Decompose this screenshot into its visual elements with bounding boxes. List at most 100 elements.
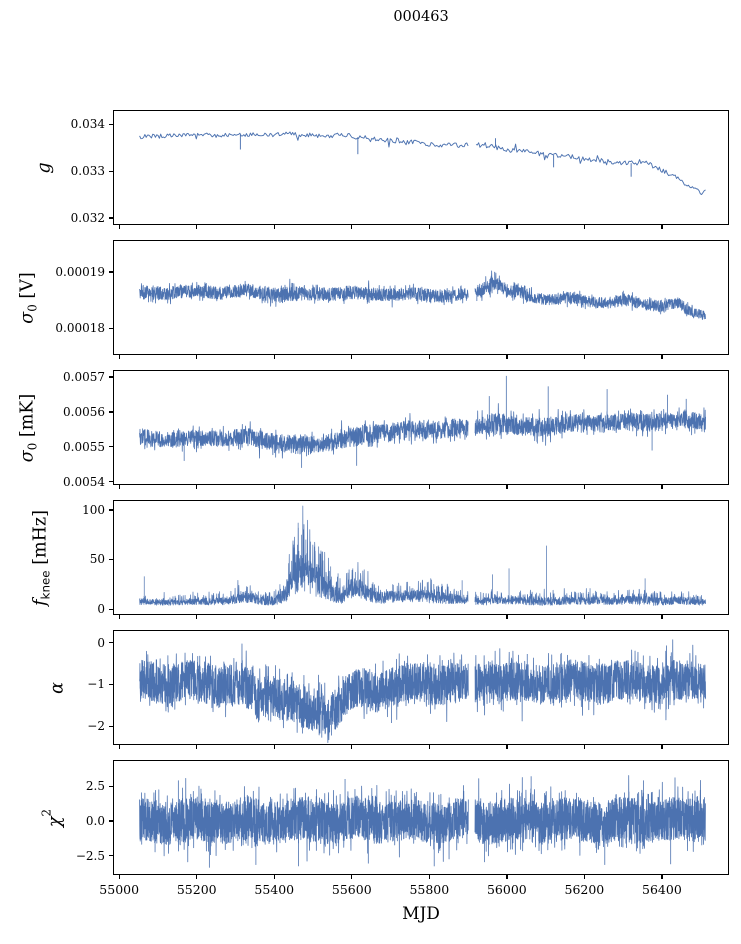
x-tick-mark bbox=[273, 875, 275, 879]
x-tick-mark bbox=[661, 745, 663, 749]
y-tick-mark bbox=[109, 170, 113, 172]
x-tick-mark bbox=[661, 485, 663, 489]
y-tick-mark bbox=[109, 820, 113, 822]
x-tick-mark bbox=[428, 355, 431, 359]
x-tick-mark bbox=[196, 745, 198, 749]
x-tick-mark bbox=[273, 745, 275, 749]
y-tick-mark bbox=[109, 608, 113, 610]
x-tick-mark bbox=[273, 485, 275, 489]
x-tick-mark bbox=[196, 355, 198, 359]
x-tick-label: 56400 bbox=[642, 882, 682, 897]
x-tick-mark bbox=[196, 875, 198, 879]
x-tick-mark bbox=[583, 875, 586, 879]
y-tick-label: 0.0056 bbox=[63, 404, 105, 419]
x-tick-mark bbox=[583, 745, 586, 749]
x-tick-mark bbox=[583, 225, 586, 229]
y-tick-label: 0.034 bbox=[70, 117, 105, 132]
y-tick-label: −2.5 bbox=[75, 848, 105, 863]
x-tick-mark bbox=[118, 225, 120, 229]
x-tick-mark bbox=[506, 875, 508, 879]
y-tick-label: −2 bbox=[87, 719, 105, 734]
subplot-chi2 bbox=[113, 760, 730, 876]
x-tick-label: 55200 bbox=[176, 882, 217, 897]
x-tick-mark bbox=[196, 615, 198, 619]
x-tick-mark bbox=[118, 875, 120, 879]
y-tick-mark bbox=[109, 785, 113, 787]
x-tick-mark bbox=[428, 615, 431, 619]
x-tick-mark bbox=[273, 615, 275, 619]
y-tick-label: 50 bbox=[89, 552, 105, 567]
y-tick-label: 0.0055 bbox=[63, 439, 105, 454]
x-tick-label: 55000 bbox=[99, 882, 140, 897]
plot-area-sigma0_mk bbox=[114, 371, 730, 486]
y-axis-label-chi2: χ2 bbox=[34, 760, 65, 875]
y-tick-label: 0.00019 bbox=[55, 264, 105, 279]
x-tick-mark bbox=[351, 485, 353, 489]
y-tick-label: −1 bbox=[87, 677, 105, 692]
x-tick-mark bbox=[506, 745, 508, 749]
y-axis-label-segment: g bbox=[34, 161, 54, 174]
x-tick-mark bbox=[118, 615, 120, 619]
y-tick-label: 0 bbox=[97, 602, 105, 617]
subplot-g bbox=[113, 110, 730, 226]
y-tick-label: 0.0 bbox=[85, 813, 105, 828]
y-tick-mark bbox=[109, 725, 113, 727]
y-tick-mark bbox=[109, 558, 113, 561]
x-tick-mark bbox=[351, 225, 353, 229]
y-axis-label-segment: σ bbox=[17, 311, 37, 324]
x-tick-label: 56200 bbox=[564, 882, 605, 897]
x-tick-label: 56000 bbox=[486, 882, 527, 897]
y-axis-label-segment: [mK] bbox=[17, 393, 37, 443]
x-tick-mark bbox=[351, 615, 353, 619]
y-tick-label: 0.0054 bbox=[63, 474, 105, 489]
y-axis-label-sigma0_v: σ0 [V] bbox=[15, 240, 39, 355]
y-axis-label-segment: [V] bbox=[17, 271, 37, 304]
subplot-sigma0_mk bbox=[113, 370, 730, 486]
y-tick-label: 2.5 bbox=[85, 779, 105, 794]
x-tick-mark bbox=[661, 615, 663, 619]
x-tick-mark bbox=[506, 225, 508, 229]
x-tick-mark bbox=[273, 225, 275, 229]
y-tick-mark bbox=[109, 446, 113, 448]
x-tick-mark bbox=[118, 485, 120, 489]
y-tick-label: 0.032 bbox=[70, 210, 105, 225]
plot-area-g bbox=[114, 111, 730, 226]
y-tick-label: 0.00018 bbox=[55, 321, 105, 336]
plot-area-sigma0_v bbox=[114, 241, 730, 356]
x-tick-mark bbox=[118, 355, 120, 359]
y-tick-label: 0 bbox=[97, 635, 105, 650]
y-axis-label-f_knee: fknee [mHz] bbox=[28, 500, 52, 615]
y-axis-label-sigma0_mk: σ0 [mK] bbox=[15, 370, 39, 485]
y-tick-mark bbox=[109, 271, 113, 273]
x-tick-mark bbox=[428, 225, 431, 229]
x-tick-mark bbox=[428, 485, 431, 489]
x-tick-mark bbox=[661, 355, 663, 359]
y-tick-mark bbox=[109, 217, 113, 219]
x-tick-mark bbox=[506, 615, 508, 619]
y-tick-mark bbox=[109, 327, 113, 329]
x-tick-mark bbox=[428, 875, 431, 879]
y-axis-label-segment: 0 bbox=[24, 442, 39, 450]
x-tick-mark bbox=[506, 485, 508, 489]
y-tick-mark bbox=[109, 683, 113, 686]
x-tick-mark bbox=[583, 485, 586, 489]
y-tick-mark bbox=[109, 376, 113, 378]
x-tick-mark bbox=[583, 615, 586, 619]
x-tick-mark bbox=[506, 355, 508, 359]
x-tick-label: 55600 bbox=[331, 882, 372, 897]
subplot-alpha bbox=[113, 630, 730, 746]
y-axis-label-segment: χ bbox=[45, 815, 66, 827]
x-tick-mark bbox=[196, 485, 198, 489]
y-axis-label-segment: σ bbox=[17, 449, 37, 462]
y-tick-label: 0.0057 bbox=[63, 369, 105, 384]
y-axis-label-alpha: α bbox=[45, 630, 69, 745]
subplot-f_knee bbox=[113, 500, 730, 616]
y-axis-label-segment: 0 bbox=[24, 303, 39, 312]
plot-title: 000463 bbox=[393, 9, 449, 25]
x-tick-mark bbox=[273, 355, 275, 359]
y-tick-mark bbox=[109, 411, 113, 413]
y-tick-mark bbox=[109, 481, 113, 483]
y-axis-label-segment: 2 bbox=[39, 808, 53, 816]
plot-area-alpha bbox=[114, 631, 730, 746]
